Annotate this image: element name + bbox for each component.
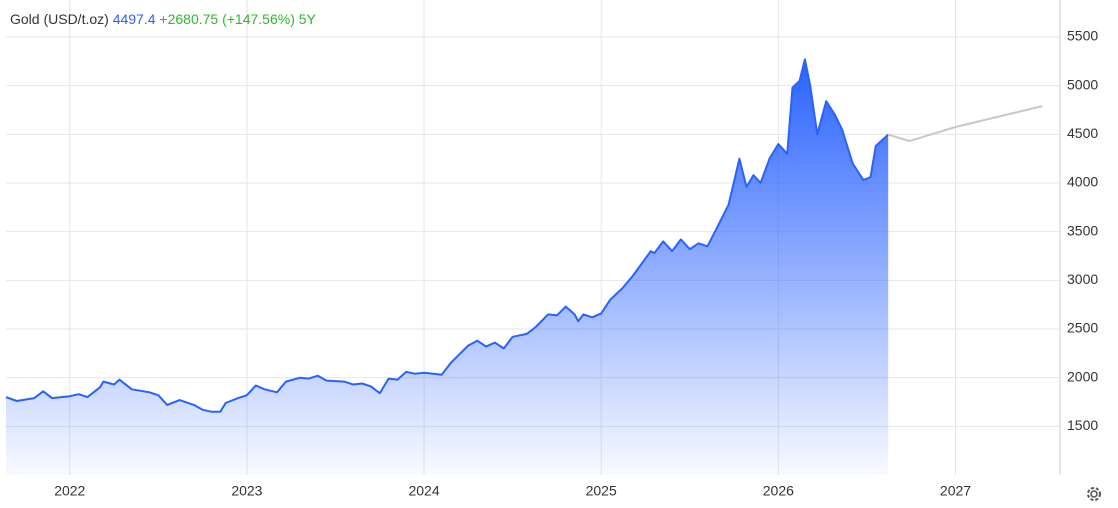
forecast-line [887, 105, 1043, 143]
y-tick-label: 2000 [1067, 368, 1098, 384]
period: 5Y [299, 11, 317, 27]
settings-icon[interactable] [1087, 487, 1101, 501]
x-tick-label: 2025 [586, 483, 617, 499]
y-tick-label: 3000 [1067, 271, 1098, 287]
plot [5, 58, 1043, 476]
y-tick-label: 5500 [1067, 28, 1098, 44]
area-fill [6, 59, 889, 476]
change: +2680.75 (+147.56%) [159, 11, 294, 27]
x-tick-label: 2024 [408, 483, 439, 499]
x-tick-label: 2027 [940, 483, 971, 499]
chart-title: Gold (USD/t.oz) [10, 11, 109, 27]
price-line [5, 58, 889, 413]
x-tick-label: 2026 [763, 483, 794, 499]
y-tick-label: 2500 [1067, 320, 1098, 336]
y-tick-label: 1500 [1067, 417, 1098, 433]
last-value: 4497.4 [113, 11, 156, 27]
x-tick-label: 2022 [54, 483, 85, 499]
y-tick-label: 4500 [1067, 125, 1098, 141]
y-tick-label: 5000 [1067, 76, 1098, 92]
y-tick-label: 4000 [1067, 174, 1098, 190]
y-tick-label: 3500 [1067, 222, 1098, 238]
header: Gold (USD/t.oz) 4497.4 +2680.75 (+147.56… [10, 11, 317, 27]
x-tick-label: 2023 [231, 483, 262, 499]
